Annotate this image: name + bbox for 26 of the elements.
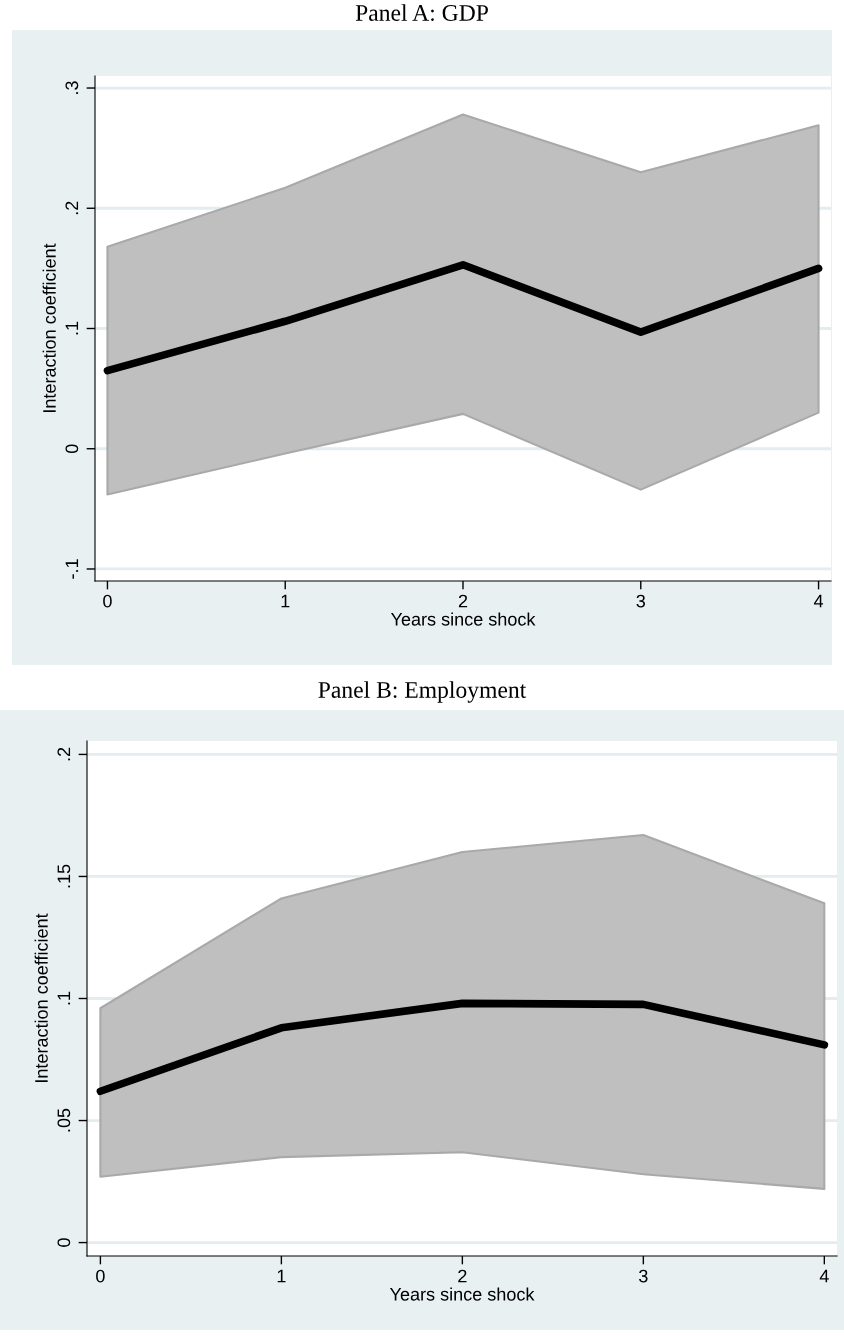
x-tick-label: 0 bbox=[103, 594, 112, 608]
y-tick-label: -.1 bbox=[65, 559, 79, 579]
x-tick-label: 1 bbox=[277, 1269, 286, 1283]
x-axis-title: Years since shock bbox=[390, 612, 536, 626]
x-tick-label: 4 bbox=[819, 1269, 829, 1283]
x-tick-label: 2 bbox=[458, 594, 468, 608]
y-tick-label: .3 bbox=[65, 81, 79, 94]
y-tick-label: .1 bbox=[57, 991, 71, 1005]
chart-title: Panel A: GDP bbox=[355, 4, 488, 22]
y-tick-label: 0 bbox=[65, 444, 79, 454]
x-axis-title: Years since shock bbox=[389, 1287, 535, 1301]
y-tick-label: 0 bbox=[57, 1238, 71, 1247]
x-tick-label: 2 bbox=[458, 1269, 467, 1283]
x-tick-label: 3 bbox=[639, 1269, 648, 1283]
y-axis-title: Interaction coefficient bbox=[34, 913, 48, 1082]
x-tick-label: 3 bbox=[636, 594, 646, 608]
y-tick-label: .15 bbox=[57, 864, 71, 888]
x-tick-label: 4 bbox=[813, 594, 824, 608]
y-tick-label: .1 bbox=[65, 321, 79, 335]
x-tick-label: 0 bbox=[96, 1269, 105, 1283]
y-tick-label: .2 bbox=[65, 201, 79, 215]
chart-title: Panel B: Employment bbox=[318, 681, 527, 703]
x-tick-label: 1 bbox=[281, 594, 290, 608]
y-tick-label: .2 bbox=[57, 747, 71, 761]
y-tick-label: .05 bbox=[57, 1108, 71, 1132]
y-axis-title: Interaction coefficient bbox=[42, 243, 56, 412]
